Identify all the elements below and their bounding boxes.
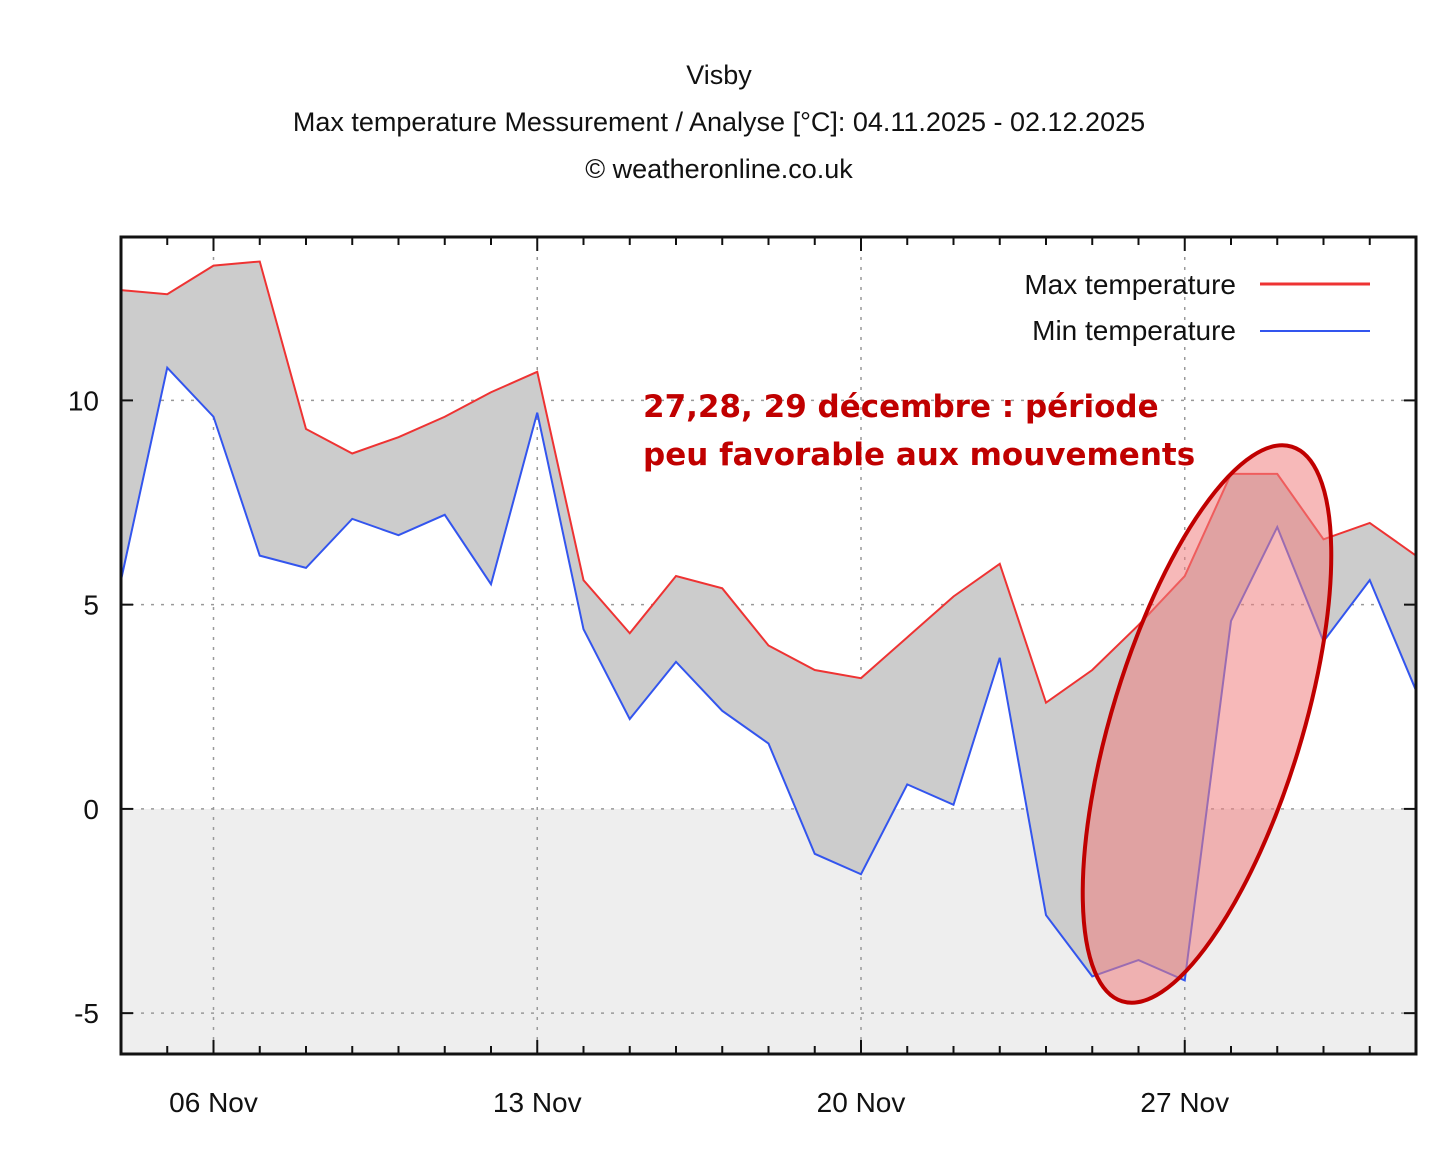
max-point-07.11 [258, 260, 261, 263]
min-point-10.11 [397, 534, 400, 537]
min-point-19.11 [813, 852, 816, 855]
annotation-line-1: 27,28, 29 décembre : période [643, 389, 1159, 425]
min-point-25.11 [1091, 975, 1094, 978]
max-point-14.11 [582, 579, 585, 582]
max-point-11.11 [443, 415, 446, 418]
max-point-01.12 [1368, 521, 1371, 524]
min-point-05.11 [166, 366, 169, 369]
max-point-20.11 [860, 677, 863, 680]
min-point-14.11 [582, 628, 585, 631]
max-point-22.11 [952, 595, 955, 598]
x-axis-tick-labels: 06 Nov 13 Nov 20 Nov 27 Nov [169, 1087, 1229, 1118]
ytick-label-0: -5 [74, 998, 99, 1029]
max-point-09.11 [351, 452, 354, 455]
xtick-label-1: 13 Nov [493, 1087, 582, 1118]
chart-title-block: Visby Max temperature Messurement / Anal… [0, 52, 1438, 193]
max-point-13.11 [536, 370, 539, 373]
min-point-22.11 [952, 803, 955, 806]
chart-title: Visby [686, 60, 752, 90]
annotation: 27,28, 29 décembre : période peu favorab… [643, 389, 1334, 1005]
ytick-label-3: 10 [68, 385, 99, 416]
legend-label-min: Min temperature [1032, 315, 1236, 346]
min-point-24.11 [1045, 914, 1048, 917]
min-point-16.11 [675, 660, 678, 663]
legend: Max temperature Min temperature [1024, 269, 1370, 346]
annotation-line-2: peu favorable aux mouvements [643, 437, 1195, 473]
chart-credit: © weatheronline.co.uk [585, 154, 853, 184]
max-point-18.11 [767, 644, 770, 647]
max-point-21.11 [906, 636, 909, 639]
max-point-12.11 [490, 391, 493, 394]
min-point-13.11 [536, 411, 539, 414]
max-point-15.11 [628, 632, 631, 635]
min-point-07.11 [258, 554, 261, 557]
max-point-19.11 [813, 669, 816, 672]
min-point-17.11 [721, 709, 724, 712]
min-point-18.11 [767, 742, 770, 745]
min-point-11.11 [443, 513, 446, 516]
min-point-23.11 [998, 656, 1001, 659]
max-point-16.11 [675, 575, 678, 578]
max-point-10.11 [397, 436, 400, 439]
min-point-09.11 [351, 517, 354, 520]
min-point-27.11 [1183, 979, 1186, 982]
chart-subtitle: Max temperature Messurement / Analyse [°… [292, 107, 1146, 137]
max-point-17.11 [721, 587, 724, 590]
xtick-label-0: 06 Nov [169, 1087, 258, 1118]
min-point-15.11 [628, 718, 631, 721]
ytick-label-2: 5 [83, 590, 99, 621]
min-point-20.11 [860, 873, 863, 876]
max-point-23.11 [998, 562, 1001, 565]
highlight-ellipse [1080, 443, 1334, 1005]
ytick-label-1: 0 [83, 794, 99, 825]
legend-label-max: Max temperature [1024, 269, 1236, 300]
min-point-01.12 [1368, 579, 1371, 582]
plot-frame [119, 235, 1418, 1056]
xtick-label-3: 27 Nov [1140, 1087, 1229, 1118]
y-axis-tick-labels: -5 0 5 10 [68, 385, 99, 1029]
xtick-label-2: 20 Nov [817, 1087, 906, 1118]
min-point-06.11 [212, 415, 215, 418]
max-point-25.11 [1091, 669, 1094, 672]
min-point-08.11 [305, 566, 308, 569]
min-point-21.11 [906, 783, 909, 786]
max-point-06.11 [212, 264, 215, 267]
min-point-12.11 [490, 583, 493, 586]
max-point-08.11 [305, 427, 308, 430]
max-point-05.11 [166, 293, 169, 296]
max-point-24.11 [1045, 701, 1048, 704]
